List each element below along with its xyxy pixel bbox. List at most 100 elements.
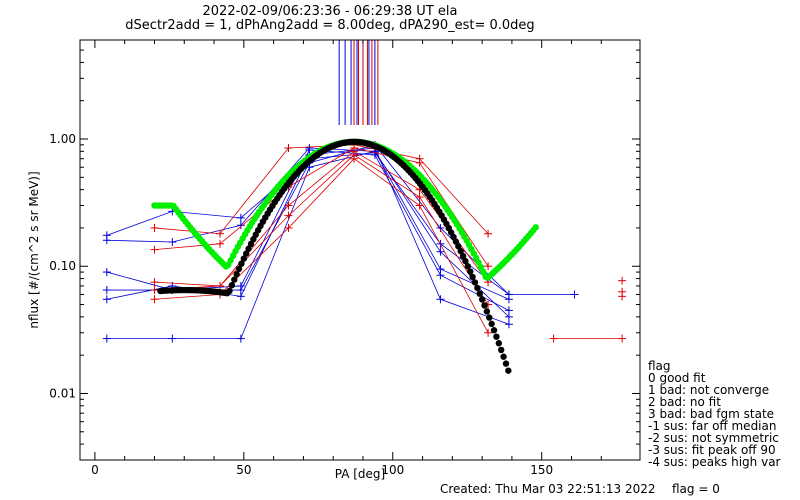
data-point bbox=[504, 320, 513, 329]
data-point bbox=[236, 286, 245, 295]
fit-point bbox=[483, 308, 491, 315]
data-point bbox=[102, 295, 111, 304]
plot-frame bbox=[79, 39, 641, 461]
data-point bbox=[415, 201, 424, 210]
data-point bbox=[570, 290, 579, 299]
legend-title: flag bbox=[648, 359, 671, 373]
data-point bbox=[150, 245, 159, 254]
series-line bbox=[154, 144, 489, 235]
fit-point bbox=[231, 276, 238, 283]
x-tick-label: 0 bbox=[91, 463, 99, 477]
data-point bbox=[150, 223, 159, 232]
fit-point bbox=[467, 268, 474, 275]
data-point bbox=[618, 334, 627, 343]
fit-point bbox=[459, 252, 467, 260]
data-point bbox=[484, 328, 493, 337]
fit-point bbox=[455, 243, 462, 250]
flag-value: flag = 0 bbox=[672, 482, 720, 496]
fit-point bbox=[474, 284, 481, 292]
data-point bbox=[284, 201, 293, 210]
data-point bbox=[150, 295, 159, 304]
data-point bbox=[618, 276, 627, 285]
pitch-angle-markers bbox=[338, 40, 379, 125]
data-point bbox=[236, 334, 245, 343]
data-point bbox=[484, 229, 493, 238]
fit-point bbox=[233, 271, 240, 278]
data-point bbox=[284, 143, 293, 152]
legend-item: 3 bad: bad fgm state bbox=[648, 407, 774, 421]
fit-point bbox=[486, 314, 493, 321]
data-point bbox=[236, 221, 245, 230]
data-point bbox=[284, 223, 293, 232]
x-tick-label: 150 bbox=[530, 463, 553, 477]
fit-point bbox=[476, 290, 483, 297]
x-tick-label: 100 bbox=[381, 463, 404, 477]
data-point bbox=[618, 292, 627, 301]
chart-title-line2: dSectr2add = 1, dPhAng2add = 8.00deg, dP… bbox=[125, 18, 534, 33]
data-point bbox=[216, 281, 224, 290]
fit-point bbox=[228, 281, 236, 289]
fit-point bbox=[464, 263, 472, 270]
fit-point bbox=[478, 296, 486, 303]
fit-point bbox=[471, 279, 479, 286]
fit-point bbox=[457, 247, 464, 255]
data-series bbox=[102, 140, 627, 343]
x-tick-label: 50 bbox=[236, 463, 251, 477]
fit-curves bbox=[151, 138, 539, 374]
data-point bbox=[236, 213, 245, 222]
series-line bbox=[106, 150, 510, 339]
fit-point bbox=[481, 302, 488, 309]
series-line bbox=[154, 150, 489, 287]
y-axis-label: nflux [#/(cm^2 s sr MeV)] bbox=[27, 171, 41, 328]
fit-point bbox=[502, 360, 510, 367]
data-point bbox=[102, 236, 111, 245]
chart-title-line1: 2022-02-09/06:23:36 - 06:29:38 UT ela bbox=[203, 4, 458, 19]
created-timestamp: Created: Thu Mar 03 22:51:13 2022 bbox=[440, 482, 656, 496]
fit-point bbox=[226, 287, 233, 295]
fit-point bbox=[497, 346, 505, 354]
data-point bbox=[415, 158, 424, 167]
fit-point bbox=[238, 260, 245, 267]
data-point bbox=[436, 295, 445, 304]
series-line bbox=[154, 158, 489, 333]
fit-point bbox=[495, 340, 503, 347]
x-axis-label: PA [deg] bbox=[335, 467, 385, 481]
data-point bbox=[168, 334, 177, 343]
data-point bbox=[484, 262, 493, 271]
legend-item: 0 good fit bbox=[648, 371, 706, 385]
fit-point bbox=[480, 268, 487, 276]
data-point bbox=[549, 334, 558, 343]
data-point bbox=[436, 223, 445, 232]
data-point bbox=[150, 286, 159, 295]
y-tick-label: 0.01 bbox=[49, 386, 76, 400]
data-point bbox=[150, 278, 159, 287]
legend-item: -3 sus: fit peak off 90 bbox=[648, 443, 776, 457]
data-point bbox=[102, 334, 111, 343]
data-point bbox=[102, 286, 111, 295]
fit-point bbox=[462, 257, 469, 265]
fit-point bbox=[235, 265, 243, 273]
y-tick-label: 0.10 bbox=[49, 259, 76, 273]
fit-point bbox=[243, 250, 250, 257]
legend-item: -1 sus: far off median bbox=[648, 419, 776, 433]
data-point bbox=[504, 312, 513, 321]
fit-point bbox=[505, 367, 512, 374]
fit-point bbox=[469, 273, 476, 281]
data-point bbox=[102, 268, 111, 277]
data-point bbox=[216, 229, 224, 238]
fit-point bbox=[245, 245, 252, 252]
legend-item: 1 bad: not converge bbox=[648, 383, 769, 397]
fit-point bbox=[488, 320, 495, 328]
legend-item: 2 bad: no fit bbox=[648, 395, 721, 409]
data-point bbox=[504, 290, 513, 299]
fit-point bbox=[532, 224, 539, 231]
legend-item: -4 sus: peaks high var bbox=[648, 455, 781, 469]
data-point bbox=[216, 239, 224, 248]
series-line bbox=[154, 154, 489, 305]
data-point bbox=[415, 193, 424, 202]
fit-point bbox=[490, 327, 498, 334]
extra-markers bbox=[618, 276, 627, 301]
fit-point bbox=[493, 333, 500, 340]
fit-point bbox=[240, 255, 248, 262]
